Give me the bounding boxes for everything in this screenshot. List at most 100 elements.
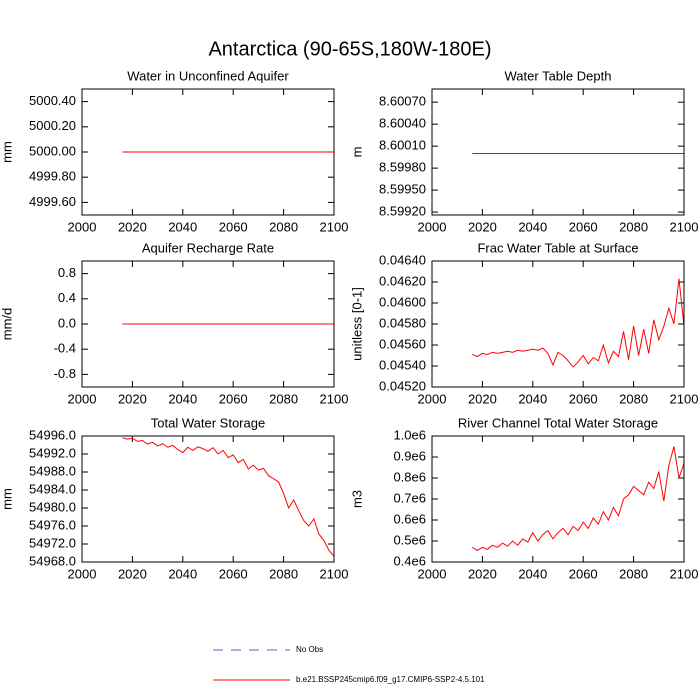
- x-tick-label: 2080: [619, 566, 648, 581]
- panel-title: Aquifer Recharge Rate: [142, 240, 274, 255]
- y-tick-label: 0.8e6: [393, 469, 426, 484]
- y-tick-label: 0.0: [58, 315, 76, 330]
- panel-title: River Channel Total Water Storage: [458, 415, 658, 430]
- panel-title: Total Water Storage: [151, 415, 265, 430]
- y-tick-label: 0.04640: [379, 252, 426, 267]
- y-tick-label: 4999.80: [29, 169, 76, 184]
- plot-frame: [81, 260, 335, 388]
- y-tick-label: 0.7e6: [393, 490, 426, 505]
- x-tick-label: 2060: [569, 391, 598, 406]
- x-tick-label: 2100: [320, 566, 349, 581]
- x-tick-label: 2040: [168, 219, 197, 234]
- x-tick-label: 2000: [418, 391, 447, 406]
- x-tick-label: 2080: [269, 566, 298, 581]
- x-tick-label: 2000: [418, 219, 447, 234]
- x-tick-label: 2060: [219, 219, 248, 234]
- x-tick-label: 2040: [518, 391, 547, 406]
- y-tick-label: 0.4: [58, 290, 76, 305]
- x-tick-label: 2020: [118, 391, 147, 406]
- x-tick-label: 2080: [619, 391, 648, 406]
- plot-frame: [431, 88, 685, 216]
- x-tick-label: 2060: [219, 566, 248, 581]
- y-tick-label: 5000.40: [29, 93, 76, 108]
- y-tick-label: 1.0e6: [393, 427, 426, 442]
- y-tick-label: 54976.0: [29, 517, 76, 532]
- y-tick-label: 8.60010: [379, 138, 426, 153]
- y-tick-label: 54968.0: [29, 553, 76, 568]
- x-tick-label: 2060: [219, 391, 248, 406]
- y-tick-label: 54988.0: [29, 463, 76, 478]
- y-tick-label: 0.6e6: [393, 511, 426, 526]
- x-tick-label: 2100: [320, 391, 349, 406]
- data-line: [472, 278, 685, 368]
- x-tick-label: 2020: [468, 391, 497, 406]
- legend-label: b.e21.BSSP245cmip6.f09_g17.CMIP6-SSP2-4.…: [296, 675, 485, 684]
- x-tick-label: 2080: [269, 391, 298, 406]
- y-tick-label: 0.5e6: [393, 532, 426, 547]
- x-tick-label: 2000: [418, 566, 447, 581]
- panel-title: Water in Unconfined Aquifer: [127, 68, 289, 83]
- x-tick-label: 2020: [468, 219, 497, 234]
- x-tick-label: 2020: [118, 566, 147, 581]
- x-tick-label: 2040: [518, 219, 547, 234]
- y-tick-label: 8.60040: [379, 116, 426, 131]
- x-tick-label: 2020: [118, 219, 147, 234]
- y-tick-label: 0.9e6: [393, 448, 426, 463]
- x-tick-label: 2000: [68, 566, 97, 581]
- y-axis-label: m: [349, 147, 364, 158]
- legend-label: No Obs: [296, 645, 323, 654]
- x-tick-label: 2000: [68, 219, 97, 234]
- panel-title: Water Table Depth: [505, 68, 612, 83]
- plot-frame: [431, 260, 685, 388]
- y-axis-label: mm: [0, 141, 14, 163]
- x-tick-label: 2040: [168, 391, 197, 406]
- x-tick-label: 2020: [468, 566, 497, 581]
- y-tick-label: 8.59980: [379, 160, 426, 175]
- y-tick-label: 54996.0: [29, 427, 76, 442]
- y-tick-label: 0.04520: [379, 378, 426, 393]
- figure-title: Antarctica (90-65S,180W-180E): [208, 38, 491, 60]
- y-tick-label: 5000.20: [29, 118, 76, 133]
- y-tick-label: 0.04580: [379, 315, 426, 330]
- y-tick-label: 54980.0: [29, 499, 76, 514]
- x-tick-label: 2100: [320, 219, 349, 234]
- x-tick-label: 2100: [670, 566, 699, 581]
- x-tick-label: 2000: [68, 391, 97, 406]
- y-tick-label: 0.04600: [379, 294, 426, 309]
- y-axis-label: mm/d: [0, 308, 14, 341]
- y-tick-label: -0.4: [54, 341, 76, 356]
- plot-frame: [81, 88, 335, 216]
- x-tick-label: 2080: [269, 219, 298, 234]
- y-tick-label: 54992.0: [29, 445, 76, 460]
- x-tick-label: 2040: [518, 566, 547, 581]
- y-tick-label: -0.8: [54, 366, 76, 381]
- panel-title: Frac Water Table at Surface: [477, 240, 638, 255]
- x-tick-label: 2100: [670, 391, 699, 406]
- x-tick-label: 2080: [619, 219, 648, 234]
- y-tick-label: 0.04560: [379, 336, 426, 351]
- y-tick-label: 8.59950: [379, 182, 426, 197]
- y-tick-label: 0.4e6: [393, 553, 426, 568]
- x-tick-label: 2100: [670, 219, 699, 234]
- y-axis-label: m3: [349, 490, 364, 508]
- y-tick-label: 8.59920: [379, 204, 426, 219]
- data-line: [472, 446, 685, 552]
- plot-frame: [431, 435, 685, 563]
- y-tick-label: 5000.00: [29, 143, 76, 158]
- y-tick-label: 54984.0: [29, 481, 76, 496]
- y-tick-label: 54972.0: [29, 535, 76, 550]
- y-tick-label: 0.04620: [379, 273, 426, 288]
- plot-frame: [81, 435, 335, 563]
- y-axis-label: mm: [0, 488, 14, 510]
- y-tick-label: 4999.60: [29, 194, 76, 209]
- x-tick-label: 2040: [168, 566, 197, 581]
- y-tick-label: 8.60070: [379, 94, 426, 109]
- data-line: [122, 437, 335, 557]
- y-axis-label: unitless [0-1]: [349, 287, 364, 361]
- x-tick-label: 2060: [569, 219, 598, 234]
- y-tick-label: 0.8: [58, 265, 76, 280]
- x-tick-label: 2060: [569, 566, 598, 581]
- y-tick-label: 0.04540: [379, 357, 426, 372]
